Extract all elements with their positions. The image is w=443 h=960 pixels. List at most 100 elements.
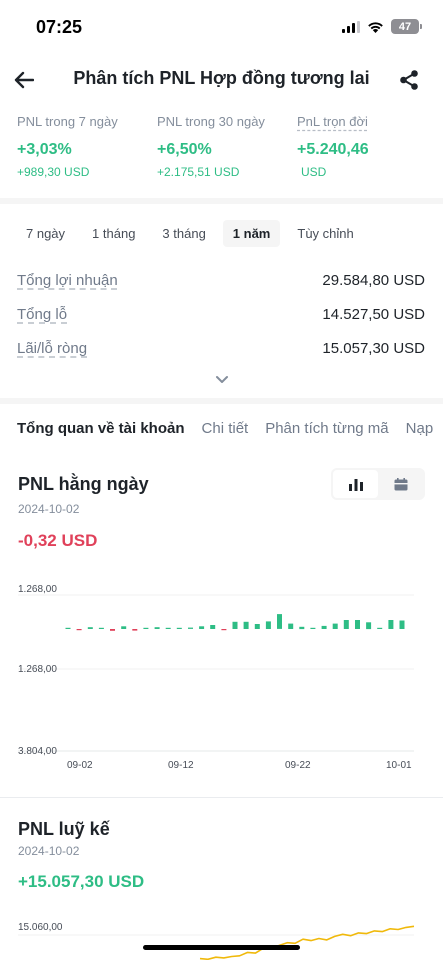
- share-button[interactable]: [395, 66, 423, 94]
- bar-view-button[interactable]: [333, 470, 378, 498]
- period-tab-3m[interactable]: 3 tháng: [162, 226, 206, 241]
- chart-bar: [243, 621, 249, 629]
- battery-icon: 47: [391, 19, 422, 34]
- stat-label[interactable]: Tổng lỗ: [17, 306, 68, 323]
- chart-bar: [110, 629, 115, 631]
- tab-overview[interactable]: Tổng quan về tài khoản: [17, 420, 185, 437]
- chart-bar: [388, 620, 394, 629]
- home-indicator: [143, 945, 300, 950]
- chart-bar: [332, 623, 338, 629]
- stat-value: 14.527,50 USD: [322, 306, 425, 323]
- summary-label: PNL trong 7 ngày: [17, 114, 118, 129]
- calendar-view-button[interactable]: [378, 470, 423, 498]
- chart-bar: [288, 623, 294, 629]
- stat-row-net-pnl: Lãi/lỗ ròng 15.057,30 USD: [17, 340, 425, 374]
- chart-bar: [366, 622, 372, 630]
- chart-bar: [232, 621, 238, 629]
- stat-label[interactable]: Tổng lợi nhuận: [17, 272, 118, 289]
- wifi-icon: [368, 21, 383, 33]
- stat-row-total-loss: Tổng lỗ 14.527,50 USD: [17, 306, 425, 340]
- chart-bar: [221, 629, 227, 631]
- cumulative-line: [199, 925, 415, 960]
- daily-pnl-title: PNL hằng ngày: [18, 474, 149, 494]
- cumulative-pnl-title: PNL luỹ kế: [18, 819, 110, 839]
- calendar-icon: [394, 477, 407, 490]
- battery-level: 47: [398, 20, 412, 33]
- period-tab-custom[interactable]: Tùy chỉnh: [297, 226, 354, 241]
- chart-bar: [210, 625, 216, 629]
- chart-bar: [65, 627, 71, 629]
- daily-pnl-value: -0,32 USD: [18, 531, 98, 550]
- period-tab-1m[interactable]: 1 tháng: [92, 226, 136, 241]
- chart-bar: [399, 620, 405, 629]
- pnl-stats: Tổng lợi nhuận 29.584,80 USD Tổng lỗ 14.…: [17, 272, 425, 374]
- chart-bars: [65, 614, 405, 631]
- daily-pnl-date: 2024-10-02: [18, 502, 80, 516]
- summary-label: PNL trong 30 ngày: [157, 114, 265, 129]
- x-tick-label: 10-01: [386, 760, 412, 771]
- status-bar: 07:25 47: [0, 0, 443, 56]
- summary-7d: PNL trong 7 ngày +3,03% +989,30 USD: [17, 114, 157, 179]
- status-icons: 47: [342, 19, 422, 34]
- chart-bar: [121, 626, 127, 629]
- y-tick-label: 1.268,00: [18, 664, 57, 675]
- chart-bar: [355, 620, 360, 629]
- share-icon: [400, 70, 418, 90]
- period-tab-7d[interactable]: 7 ngày: [26, 226, 66, 241]
- summary-percent: +6,50%: [157, 141, 212, 158]
- period-tab-1y[interactable]: 1 năm: [222, 220, 281, 247]
- chart-bar: [199, 626, 205, 629]
- chart-bar: [343, 620, 349, 629]
- tab-symbol-analysis[interactable]: Phân tích từng mã: [265, 420, 389, 437]
- arrow-left-icon: [14, 71, 34, 89]
- summary-label: PnL trọn đời: [297, 114, 368, 129]
- pnl-summary: PNL trong 7 ngày +3,03% +989,30 USD PNL …: [17, 114, 437, 179]
- summary-lifetime[interactable]: PnL trọn đời +5.240,46 USD: [297, 114, 437, 179]
- page-title: Phân tích PNL Hợp đồng tương lai: [73, 68, 370, 88]
- cumulative-pnl-date: 2024-10-02: [18, 844, 80, 858]
- stat-row-total-profit: Tổng lợi nhuận 29.584,80 USD: [17, 272, 425, 306]
- cumulative-pnl-chart[interactable]: 15.060,00: [0, 918, 443, 960]
- chart-bar: [188, 627, 193, 629]
- chart-bar: [132, 629, 138, 631]
- summary-30d: PNL trong 30 ngày +6,50% +2.175,51 USD: [157, 114, 297, 179]
- stat-value: 29.584,80 USD: [322, 272, 425, 289]
- chart-bar: [176, 627, 182, 629]
- stat-value: 15.057,30 USD: [322, 340, 425, 357]
- chart-bar: [265, 621, 271, 629]
- summary-percent: +5.240,46: [297, 141, 369, 158]
- x-tick-label: 09-22: [285, 760, 311, 771]
- chart-bar: [143, 627, 149, 629]
- chart-bar: [321, 625, 327, 629]
- stat-label[interactable]: Lãi/lỗ ròng: [17, 340, 88, 357]
- page-header: Phân tích PNL Hợp đồng tương lai: [0, 60, 443, 100]
- chart-bar: [154, 627, 160, 629]
- chart-gridlines: [18, 594, 414, 752]
- y-tick-label: 15.060,00: [18, 922, 63, 933]
- period-tabs: 7 ngày 1 tháng 3 tháng 1 năm Tùy chỉnh: [17, 220, 371, 247]
- y-tick-label: 3.804,00: [18, 746, 57, 757]
- tab-details[interactable]: Chi tiết: [201, 420, 249, 437]
- tab-deposit[interactable]: Nạp: [405, 420, 434, 437]
- chart-bar: [254, 624, 260, 629]
- chevron-down-icon[interactable]: [213, 370, 231, 388]
- x-tick-label: 09-12: [168, 760, 194, 771]
- chart-bar: [98, 627, 104, 629]
- summary-percent: +3,03%: [17, 141, 72, 158]
- chart-bar: [165, 627, 171, 629]
- back-button[interactable]: [10, 66, 38, 94]
- summary-usd: +2.175,51 USD: [157, 165, 240, 179]
- chart-bar: [299, 626, 305, 630]
- daily-pnl-chart[interactable]: 1.268,00 1.268,00 3.804,00 09-02 09-12 0…: [0, 578, 443, 778]
- main-tabs: Tổng quan về tài khoản Chi tiết Phân tíc…: [17, 420, 443, 437]
- chart-bar: [277, 614, 282, 629]
- status-time: 07:25: [36, 17, 83, 37]
- x-tick-label: 09-02: [67, 760, 93, 771]
- signal-icon: [342, 20, 360, 33]
- summary-usd: USD: [301, 165, 327, 179]
- chart-bar: [76, 629, 82, 631]
- chart-view-toggle: [331, 468, 425, 500]
- section-divider: [0, 398, 443, 404]
- chart-bar: [87, 627, 93, 629]
- chart-bar: [310, 627, 316, 629]
